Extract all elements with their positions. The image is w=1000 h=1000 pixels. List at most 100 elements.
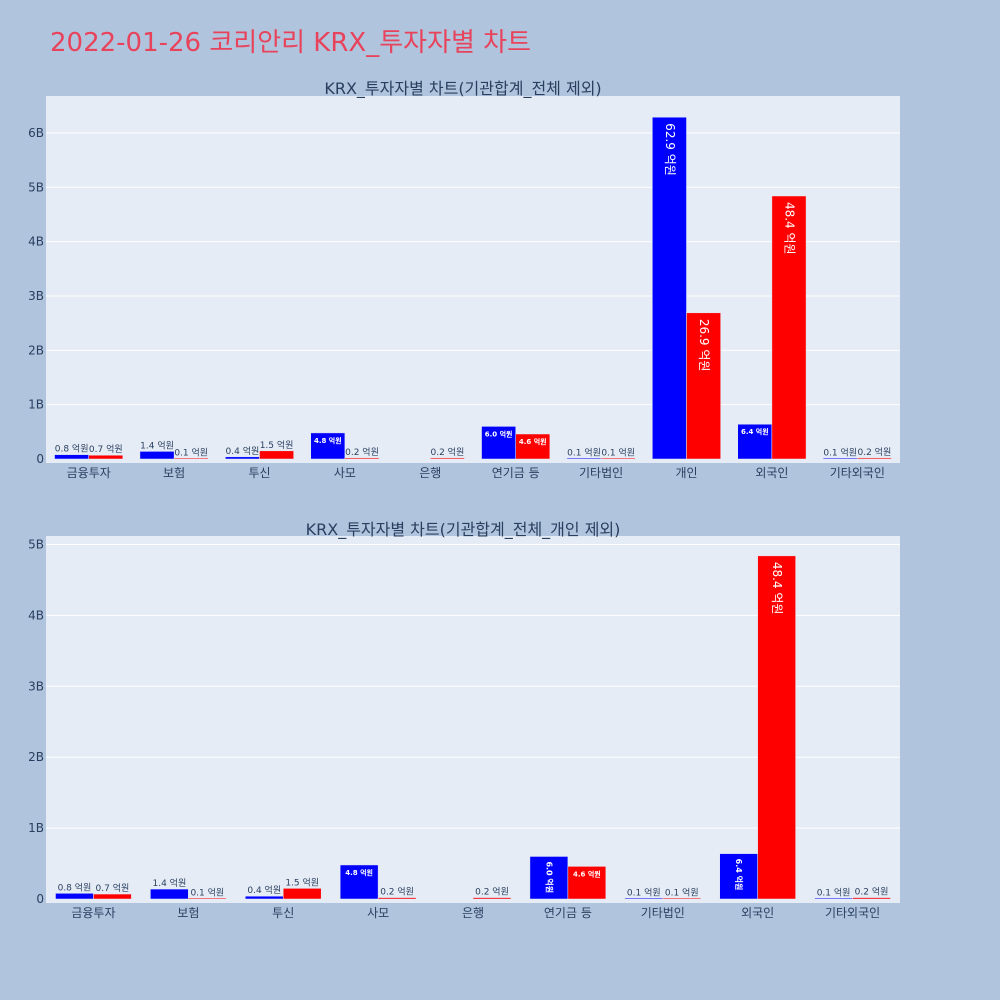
chart-1: KRX_투자자별 차트(기관합계_전체 제외) 0 1B 2B 3B 4B 5B 6B 금융투자… <box>28 79 900 480</box>
data-label: 48.4 억원 <box>770 562 784 615</box>
data-label: 1.5 억원 <box>260 439 294 451</box>
x-tick-label: 사모 <box>367 906 389 920</box>
y-tick-label: 3B <box>28 679 44 693</box>
data-label: 6.4 억원 <box>734 859 744 891</box>
bar <box>719 853 758 900</box>
chart-2: KRX_투자자별 차트(기관합계_전체_개인 제외) 0 1B 2B 3B 4B 5B 금융투… <box>28 520 900 920</box>
chart-title: KRX_투자자별 차트(기관합계_전체_개인 제외) <box>306 520 621 540</box>
x-tick-label: 보험 <box>163 466 185 480</box>
data-label: 0.4 억원 <box>226 445 260 457</box>
x-tick-label: 연기금 등 <box>544 906 592 920</box>
data-label: 0.1 억원 <box>665 886 699 898</box>
x-tick-label: 투신 <box>248 466 270 480</box>
data-label: 0.2 억원 <box>855 886 889 898</box>
bar <box>857 457 892 460</box>
bar <box>481 426 516 460</box>
y-tick-label: 1B <box>28 398 44 412</box>
data-label: 0.2 억원 <box>345 446 379 458</box>
data-label: 0.2 억원 <box>475 886 509 898</box>
x-tick-label: 금융투자 <box>71 906 115 920</box>
y-tick-label: 4B <box>28 235 44 249</box>
data-label: 6.0 억원 <box>544 861 554 893</box>
data-label: 4.6 억원 <box>573 869 601 878</box>
data-label: 0.4 억원 <box>247 884 281 896</box>
x-tick-label: 은행 <box>462 905 484 920</box>
x-tick-label: 투신 <box>272 906 294 920</box>
bar <box>529 856 569 900</box>
bar <box>852 897 891 900</box>
data-label: 1.5 억원 <box>285 876 319 888</box>
y-tick-label: 5B <box>28 180 44 194</box>
x-tick-label: 금융투자 <box>67 466 111 480</box>
data-label: 0.2 억원 <box>431 446 465 458</box>
bar <box>737 423 773 460</box>
data-label: 0.7 억원 <box>89 443 123 455</box>
bar <box>515 433 551 460</box>
bar <box>430 457 465 460</box>
data-label: 0.2 억원 <box>858 446 892 458</box>
data-label: 0.1 억원 <box>190 886 224 898</box>
data-label: 1.4 억원 <box>152 877 186 889</box>
y-tick-label: 0 <box>36 452 44 466</box>
x-tick-label: 보험 <box>177 906 199 920</box>
bar <box>472 897 512 900</box>
data-label: 6.0 억원 <box>485 429 513 438</box>
data-label: 4.8 억원 <box>345 868 373 877</box>
y-tick-label: 3B <box>28 289 44 303</box>
bar <box>88 454 124 460</box>
data-label: 0.1 억원 <box>567 446 601 458</box>
x-tick-label: 기타법인 <box>641 906 685 920</box>
bar <box>150 888 189 900</box>
data-label: 0.2 억원 <box>380 886 414 898</box>
y-tick-label: 2B <box>28 343 44 357</box>
bar <box>600 457 636 460</box>
bar <box>188 897 227 900</box>
data-label: 1.4 억원 <box>140 439 174 451</box>
x-tick-label: 개인 <box>675 466 697 480</box>
data-label: 4.6 억원 <box>519 437 547 446</box>
bar <box>173 457 209 460</box>
data-label: 0.8 억원 <box>55 443 89 455</box>
data-label: 0.7 억원 <box>96 882 130 894</box>
data-label: 0.8 억원 <box>58 881 92 893</box>
bar <box>310 432 346 460</box>
bar <box>344 457 380 460</box>
x-tick-label: 연기금 등 <box>492 466 540 480</box>
bar <box>662 897 701 900</box>
bar <box>225 456 260 460</box>
x-tick-label: 사모 <box>334 466 356 480</box>
data-label: 0.1 억원 <box>174 446 208 458</box>
x-tick-label: 기타외국인 <box>830 466 885 480</box>
x-tick-label: 외국인 <box>755 466 788 480</box>
y-tick-label: 5B <box>28 538 44 552</box>
bar <box>339 864 379 900</box>
y-tick-label: 1B <box>28 821 44 835</box>
data-label: 48.4 억원 <box>782 202 796 255</box>
bar <box>55 893 94 900</box>
data-label: 0.1 억원 <box>627 886 661 898</box>
bar <box>652 116 687 460</box>
data-label: 6.4 억원 <box>741 427 769 436</box>
bar <box>54 454 89 460</box>
bar <box>259 450 294 460</box>
bar <box>567 866 607 900</box>
y-tick-label: 2B <box>28 750 44 764</box>
bar <box>139 451 175 460</box>
bar <box>757 555 796 900</box>
bar <box>377 897 417 900</box>
page-title: 2022-01-26 코리안리 KRX_투자자별 차트 <box>50 28 532 58</box>
x-tick-label: 기타외국인 <box>825 906 880 920</box>
data-label: 26.9 억원 <box>697 319 711 372</box>
data-label: 0.1 억원 <box>817 886 851 898</box>
data-label: 4.8 억원 <box>314 436 342 445</box>
data-label: 0.1 억원 <box>601 446 635 458</box>
chart-title: KRX_투자자별 차트(기관합계_전체 제외) <box>324 79 601 99</box>
bar <box>771 195 807 460</box>
bar <box>686 312 721 460</box>
bar <box>245 895 284 900</box>
y-tick-label: 4B <box>28 608 44 622</box>
bar <box>282 888 322 900</box>
x-tick-label: 기타법인 <box>579 466 623 480</box>
